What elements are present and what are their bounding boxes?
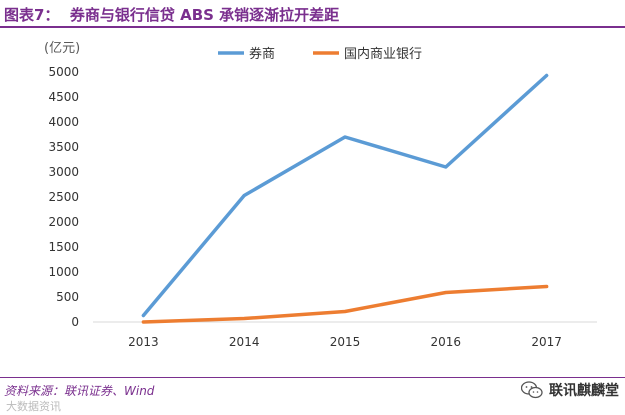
data-point bbox=[141, 314, 145, 317]
y-tick-label: 5000 bbox=[48, 65, 79, 79]
y-axis-unit-label: (亿元) bbox=[44, 41, 80, 56]
x-tick-label: 2013 bbox=[128, 335, 159, 349]
y-tick-label: 2000 bbox=[48, 215, 79, 229]
data-point bbox=[444, 165, 448, 169]
series-line-1 bbox=[141, 73, 549, 318]
data-point bbox=[545, 74, 549, 77]
data-point bbox=[343, 135, 347, 139]
y-tick-label: 2500 bbox=[48, 190, 79, 204]
legend: 券商 国内商业银行 bbox=[218, 46, 422, 62]
legend-label: 券商 bbox=[249, 46, 275, 62]
x-axis-ticks: 2013 2014 2015 2016 2017 bbox=[128, 335, 562, 349]
x-tick-label: 2014 bbox=[229, 335, 260, 349]
line-chart: (亿元) 券商 国内商业银行 0 500 1000 1500 2000 2500 3000 35… bbox=[44, 41, 597, 349]
y-tick-label: 4000 bbox=[48, 115, 79, 129]
data-point bbox=[141, 320, 145, 324]
data-point bbox=[242, 194, 246, 197]
y-axis-ticks: 0 500 1000 1500 2000 2500 3000 3500 4000 4500 5000 bbox=[48, 65, 79, 329]
y-tick-label: 1000 bbox=[48, 265, 79, 279]
y-tick-label: 0 bbox=[71, 315, 79, 329]
y-tick-label: 4500 bbox=[48, 90, 79, 104]
data-point bbox=[444, 291, 448, 294]
brand-mark: 联讯麒麟堂 bbox=[521, 380, 619, 400]
chart-header: 图表7： 券商与银行信贷 ABS 承销逐渐拉开差距 bbox=[0, 0, 625, 28]
data-point bbox=[242, 317, 246, 320]
data-point bbox=[343, 310, 347, 313]
figure-label: 图表7： bbox=[4, 6, 60, 24]
legend-label: 国内商业银行 bbox=[344, 46, 422, 62]
watermark: 大数据资讯 bbox=[6, 400, 61, 413]
x-tick-label: 2017 bbox=[531, 335, 562, 349]
figure-title: 券商与银行信贷 ABS 承销逐渐拉开差距 bbox=[69, 6, 340, 24]
y-tick-label: 1500 bbox=[48, 240, 79, 254]
series-line-2 bbox=[141, 284, 549, 324]
wechat-icon bbox=[521, 381, 543, 399]
y-tick-label: 500 bbox=[56, 290, 79, 304]
brand-name: 联讯麒麟堂 bbox=[549, 383, 619, 399]
x-tick-label: 2015 bbox=[330, 335, 361, 349]
y-tick-label: 3500 bbox=[48, 140, 79, 154]
series-layer bbox=[141, 73, 549, 324]
source-note: 资料来源：联讯证券、Wind bbox=[4, 384, 155, 398]
x-tick-label: 2016 bbox=[431, 335, 462, 349]
footer-divider bbox=[0, 377, 625, 378]
chart-title: 图表7： 券商与银行信贷 ABS 承销逐渐拉开差距 bbox=[4, 4, 339, 25]
y-tick-label: 3000 bbox=[48, 165, 79, 179]
data-point bbox=[545, 285, 549, 288]
